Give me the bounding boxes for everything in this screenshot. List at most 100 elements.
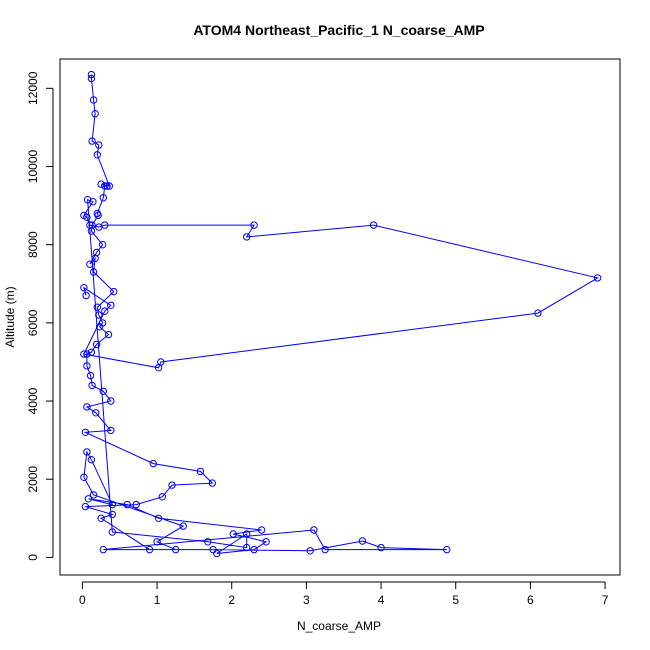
data-point [95, 311, 103, 319]
data-point [98, 241, 107, 249]
x-axis-label: N_coarse_AMP [297, 619, 381, 633]
y-tick-label: 12000 [26, 71, 40, 105]
data-point [179, 522, 187, 530]
data-point [81, 502, 90, 511]
data-point [95, 323, 104, 331]
data-point [108, 510, 117, 519]
data-point [97, 514, 105, 522]
data-point [262, 538, 270, 546]
data-point [103, 182, 111, 190]
data-point [89, 96, 98, 104]
data-point [81, 428, 90, 436]
data-point [534, 309, 542, 317]
data-point [83, 448, 91, 456]
data-point [310, 526, 318, 534]
data-point [101, 182, 109, 190]
y-tick-label: 4000 [26, 387, 40, 414]
data-point [358, 537, 367, 545]
data-point [93, 151, 102, 159]
x-tick-label: 7 [602, 593, 609, 607]
y-tick-label: 8000 [26, 231, 40, 258]
x-tick-label: 4 [378, 593, 385, 607]
y-axis-label: Altitude (m) [3, 286, 17, 347]
data-point [88, 137, 96, 145]
data-point [306, 547, 314, 555]
data-point [83, 350, 91, 358]
data-point [132, 500, 140, 509]
data-point [82, 291, 90, 300]
data-point [196, 467, 205, 476]
data-point [107, 397, 115, 405]
data-point [93, 303, 102, 311]
x-tick-label: 0 [79, 593, 86, 607]
data-point [250, 221, 258, 229]
x-tick-label: 3 [303, 593, 310, 607]
data-point [107, 301, 115, 309]
data-point [95, 141, 103, 149]
data-point [89, 268, 98, 276]
data-point [84, 495, 93, 503]
data-point [168, 481, 176, 489]
y-tick-label: 2000 [26, 466, 40, 493]
data-point [213, 549, 221, 558]
data-point [99, 387, 108, 395]
data-point [123, 500, 131, 509]
chart-title: ATOM4 Northeast_Pacific_1 N_coarse_AMP [193, 22, 484, 38]
data-point [243, 543, 251, 552]
data-point [88, 381, 96, 390]
y-axis: 0 2000 4000 6000 8000 10000 12000 [26, 71, 54, 561]
data-point [209, 545, 217, 554]
series-layer [80, 70, 602, 558]
data-point [107, 426, 115, 435]
data-point [101, 221, 109, 229]
data-point [204, 538, 212, 546]
data-point [92, 409, 100, 417]
data-point [83, 362, 91, 370]
data-point [91, 254, 99, 263]
data-point [321, 545, 329, 554]
data-point [377, 543, 385, 552]
data-point [208, 479, 217, 487]
data-point [87, 74, 96, 83]
data-point [108, 500, 117, 509]
data-point [105, 182, 114, 190]
data-point [172, 545, 180, 554]
data-point [101, 307, 109, 315]
data-point [145, 545, 154, 554]
data-point [257, 526, 266, 534]
data-point [89, 491, 98, 499]
x-tick-label: 2 [228, 593, 235, 607]
data-point [89, 198, 97, 206]
data-point [99, 194, 108, 202]
data-point [92, 340, 101, 349]
data-point [154, 364, 163, 372]
data-point [443, 545, 451, 554]
data-point [243, 233, 251, 241]
y-tick-label: 0 [26, 554, 40, 561]
data-point [87, 456, 96, 464]
x-tick-label: 6 [527, 593, 534, 607]
data-point [250, 545, 258, 554]
data-point [108, 528, 117, 536]
plot-area-frame [59, 58, 621, 576]
data-point [99, 545, 108, 554]
y-tick-label: 10000 [26, 149, 40, 183]
data-point [80, 350, 88, 358]
data-point [154, 514, 163, 522]
x-axis: 0 1 2 3 4 5 6 7 [79, 581, 609, 607]
data-point [593, 274, 602, 282]
data-point [80, 473, 88, 481]
data-point [158, 493, 167, 501]
data-point [149, 459, 158, 468]
data-point [86, 260, 94, 268]
data-point [153, 538, 161, 546]
data-point [87, 348, 96, 356]
data-point [83, 403, 91, 411]
series-line [83, 74, 599, 554]
data-point [104, 330, 113, 339]
y-tick-label: 6000 [26, 309, 40, 336]
data-point [229, 530, 237, 538]
data-point [86, 221, 94, 229]
data-point [243, 530, 251, 538]
